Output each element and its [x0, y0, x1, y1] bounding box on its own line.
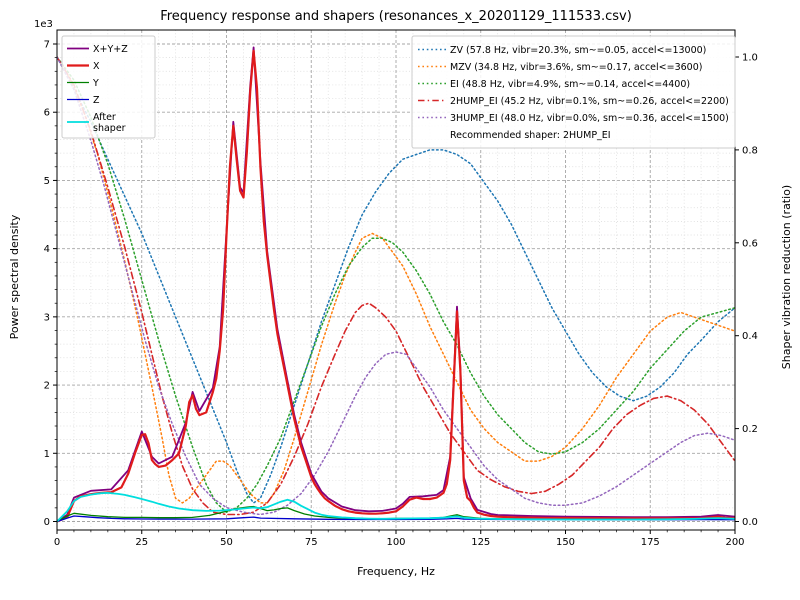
y-right-tick-label: 0.4: [742, 331, 758, 342]
legend-label-after_shaper: shaper: [93, 123, 126, 134]
y-right-tick-label: 0.6: [742, 238, 758, 249]
curve-after_shaper: [57, 492, 735, 523]
x-tick-label: 75: [305, 537, 318, 548]
curve-2hump_ei: [57, 56, 735, 516]
x-tick-label: 0: [54, 537, 60, 548]
legend-label-mzv: MZV (34.8 Hz, vibr=3.6%, sm~=0.17, accel…: [450, 62, 702, 73]
x-tick-label: 200: [725, 537, 744, 548]
y-right-tick-label: 0.2: [742, 424, 758, 435]
y-left-tick-label: 4: [44, 244, 50, 255]
x-tick-label: 25: [135, 537, 148, 548]
legend-label-z: Z: [93, 95, 100, 106]
curve-ei: [57, 56, 735, 514]
legend-shapers: ZV (57.8 Hz, vibr=20.3%, sm~=0.05, accel…: [411, 35, 736, 149]
x-axis-label: Frequency, Hz: [357, 565, 435, 578]
y-axis-label-left: Power spectral density: [8, 214, 21, 339]
curve-xyz: [57, 46, 735, 523]
y-axis-label-right: Shaper vibration reduction (ratio): [780, 185, 793, 369]
legend-label-zv: ZV (57.8 Hz, vibr=20.3%, sm~=0.05, accel…: [450, 45, 706, 56]
x-tick-label: 125: [471, 537, 490, 548]
y-left-tick-label: 6: [44, 108, 50, 119]
y-right-tick-label: 0.8: [742, 145, 758, 156]
y-left-tick-label: 2: [44, 381, 50, 392]
legend-label-3hump_ei: 3HUMP_EI (48.0 Hz, vibr=0.0%, sm~=0.36, …: [450, 113, 729, 124]
legend-psd-box: [61, 35, 156, 139]
legend-label-y: Y: [92, 78, 99, 89]
legend-label-xyz: X+Y+Z: [93, 44, 128, 55]
legend-label-2hump_ei: 2HUMP_EI (45.2 Hz, vibr=0.1%, sm~=0.26, …: [450, 96, 729, 107]
y-left-tick-label: 0: [44, 517, 50, 528]
y-left-tick-label: 5: [44, 176, 50, 187]
y-left-tick-label: 7: [44, 40, 50, 51]
axis-offset-text: 1e3: [34, 19, 53, 30]
y-left-tick-label: 3: [44, 312, 50, 323]
curve-x: [57, 49, 735, 523]
axis-ticks: 0 25 50 75 100 125 150 175 200 0 1 2 3 4 5 6 7 0.0 0.2 0.4 0…: [44, 40, 758, 549]
curve-3hump_ei: [57, 56, 735, 516]
x-tick-label: 150: [556, 537, 575, 548]
x-tick-label: 175: [641, 537, 660, 548]
legend-recommendation: Recommended shaper: 2HUMP_EI: [450, 130, 611, 141]
x-tick-label: 100: [386, 537, 405, 548]
x-tick-label: 50: [220, 537, 233, 548]
y-right-tick-label: 1.0: [742, 53, 758, 64]
y-left-tick-label: 1: [44, 449, 50, 460]
legend-label-x: X: [93, 61, 100, 72]
legend-label-ei: EI (48.8 Hz, vibr=4.9%, sm~=0.14, accel<…: [450, 79, 690, 90]
curves: [57, 46, 735, 523]
legend-label-after_shaper: After: [93, 112, 116, 123]
curve-zv: [57, 56, 735, 504]
chart-title: Frequency response and shapers (resonanc…: [160, 9, 632, 24]
legend-shapers-box: [411, 35, 736, 149]
y-right-tick-label: 0.0: [742, 517, 758, 528]
